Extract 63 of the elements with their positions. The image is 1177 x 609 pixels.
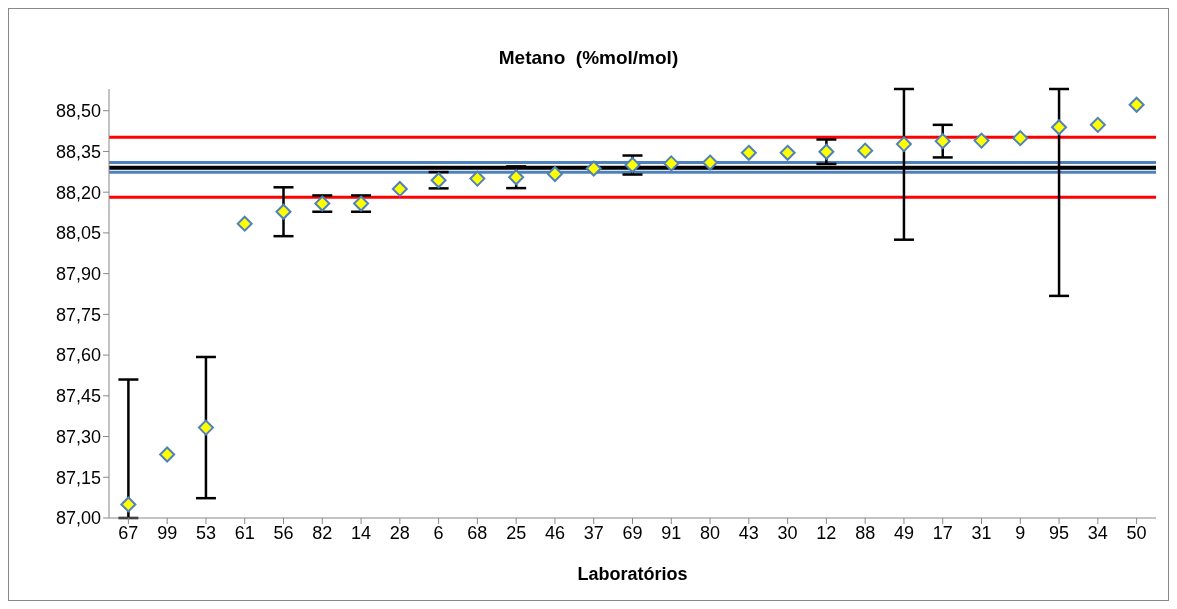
x-tick-label: 14: [351, 522, 372, 543]
x-tick-label: 28: [389, 522, 410, 543]
point: [236, 215, 253, 232]
point: [663, 155, 680, 172]
y-tick-label: 87,90: [55, 264, 101, 285]
x-tick-label: 67: [118, 522, 139, 543]
x-tick-label: 43: [738, 522, 759, 543]
point: [197, 419, 214, 436]
point: [546, 165, 563, 182]
point: [120, 496, 137, 513]
x-tick-label: 99: [157, 522, 178, 543]
x-tick-label: 88: [855, 522, 876, 543]
point: [740, 144, 757, 161]
x-tick-label: 56: [273, 522, 294, 543]
y-tick-label: 87,00: [55, 508, 101, 529]
point: [779, 144, 796, 161]
x-tick-label: 12: [816, 522, 837, 543]
y-tick-label: 88,35: [55, 141, 101, 162]
y-tick-label: 87,45: [55, 386, 101, 407]
x-tick-label: 31: [971, 522, 992, 543]
x-tick-label: 82: [312, 522, 333, 543]
x-tick-label: 91: [661, 522, 682, 543]
point: [1128, 96, 1145, 113]
x-tick-label: 37: [583, 522, 604, 543]
point: [585, 160, 602, 177]
point: [353, 195, 370, 212]
point: [702, 154, 719, 171]
x-tick-label: 50: [1126, 522, 1147, 543]
x-axis-title: Laboratórios: [577, 564, 688, 584]
point: [895, 136, 912, 153]
x-tick-label: 68: [467, 522, 488, 543]
y-tick-label: 87,30: [55, 426, 101, 447]
point: [391, 180, 408, 197]
x-tick-label: 34: [1087, 522, 1108, 543]
x-tick-label: 49: [893, 522, 914, 543]
chart-title: Metano (%mol/mol): [497, 47, 680, 69]
point: [1051, 119, 1068, 136]
x-tick-label: 80: [700, 522, 721, 543]
y-tick-label: 87,15: [55, 467, 101, 488]
y-tick-label: 88,05: [55, 223, 101, 244]
x-tick-label: 30: [777, 522, 798, 543]
x-tick-label: 61: [234, 522, 255, 543]
y-tick-label: 88,50: [55, 101, 101, 122]
point: [973, 132, 990, 149]
point: [159, 446, 176, 463]
x-tick-label: 53: [195, 522, 216, 543]
x-tick-label: 95: [1049, 522, 1070, 543]
point: [857, 142, 874, 159]
point: [1012, 130, 1029, 147]
point: [469, 170, 486, 187]
point: [1089, 116, 1106, 133]
point: [934, 133, 951, 150]
y-tick-label: 87,60: [55, 345, 101, 366]
x-tick-label: 6: [433, 522, 444, 543]
x-tick-label: 9: [1015, 522, 1026, 543]
point: [818, 143, 835, 160]
y-tick-label: 88,20: [55, 182, 101, 203]
y-tick-label: 87,75: [55, 304, 101, 325]
x-tick-label: 46: [544, 522, 565, 543]
x-tick-label: 17: [932, 522, 953, 543]
point: [275, 203, 292, 220]
x-tick-label: 69: [622, 522, 643, 543]
x-tick-label: 25: [506, 522, 527, 543]
